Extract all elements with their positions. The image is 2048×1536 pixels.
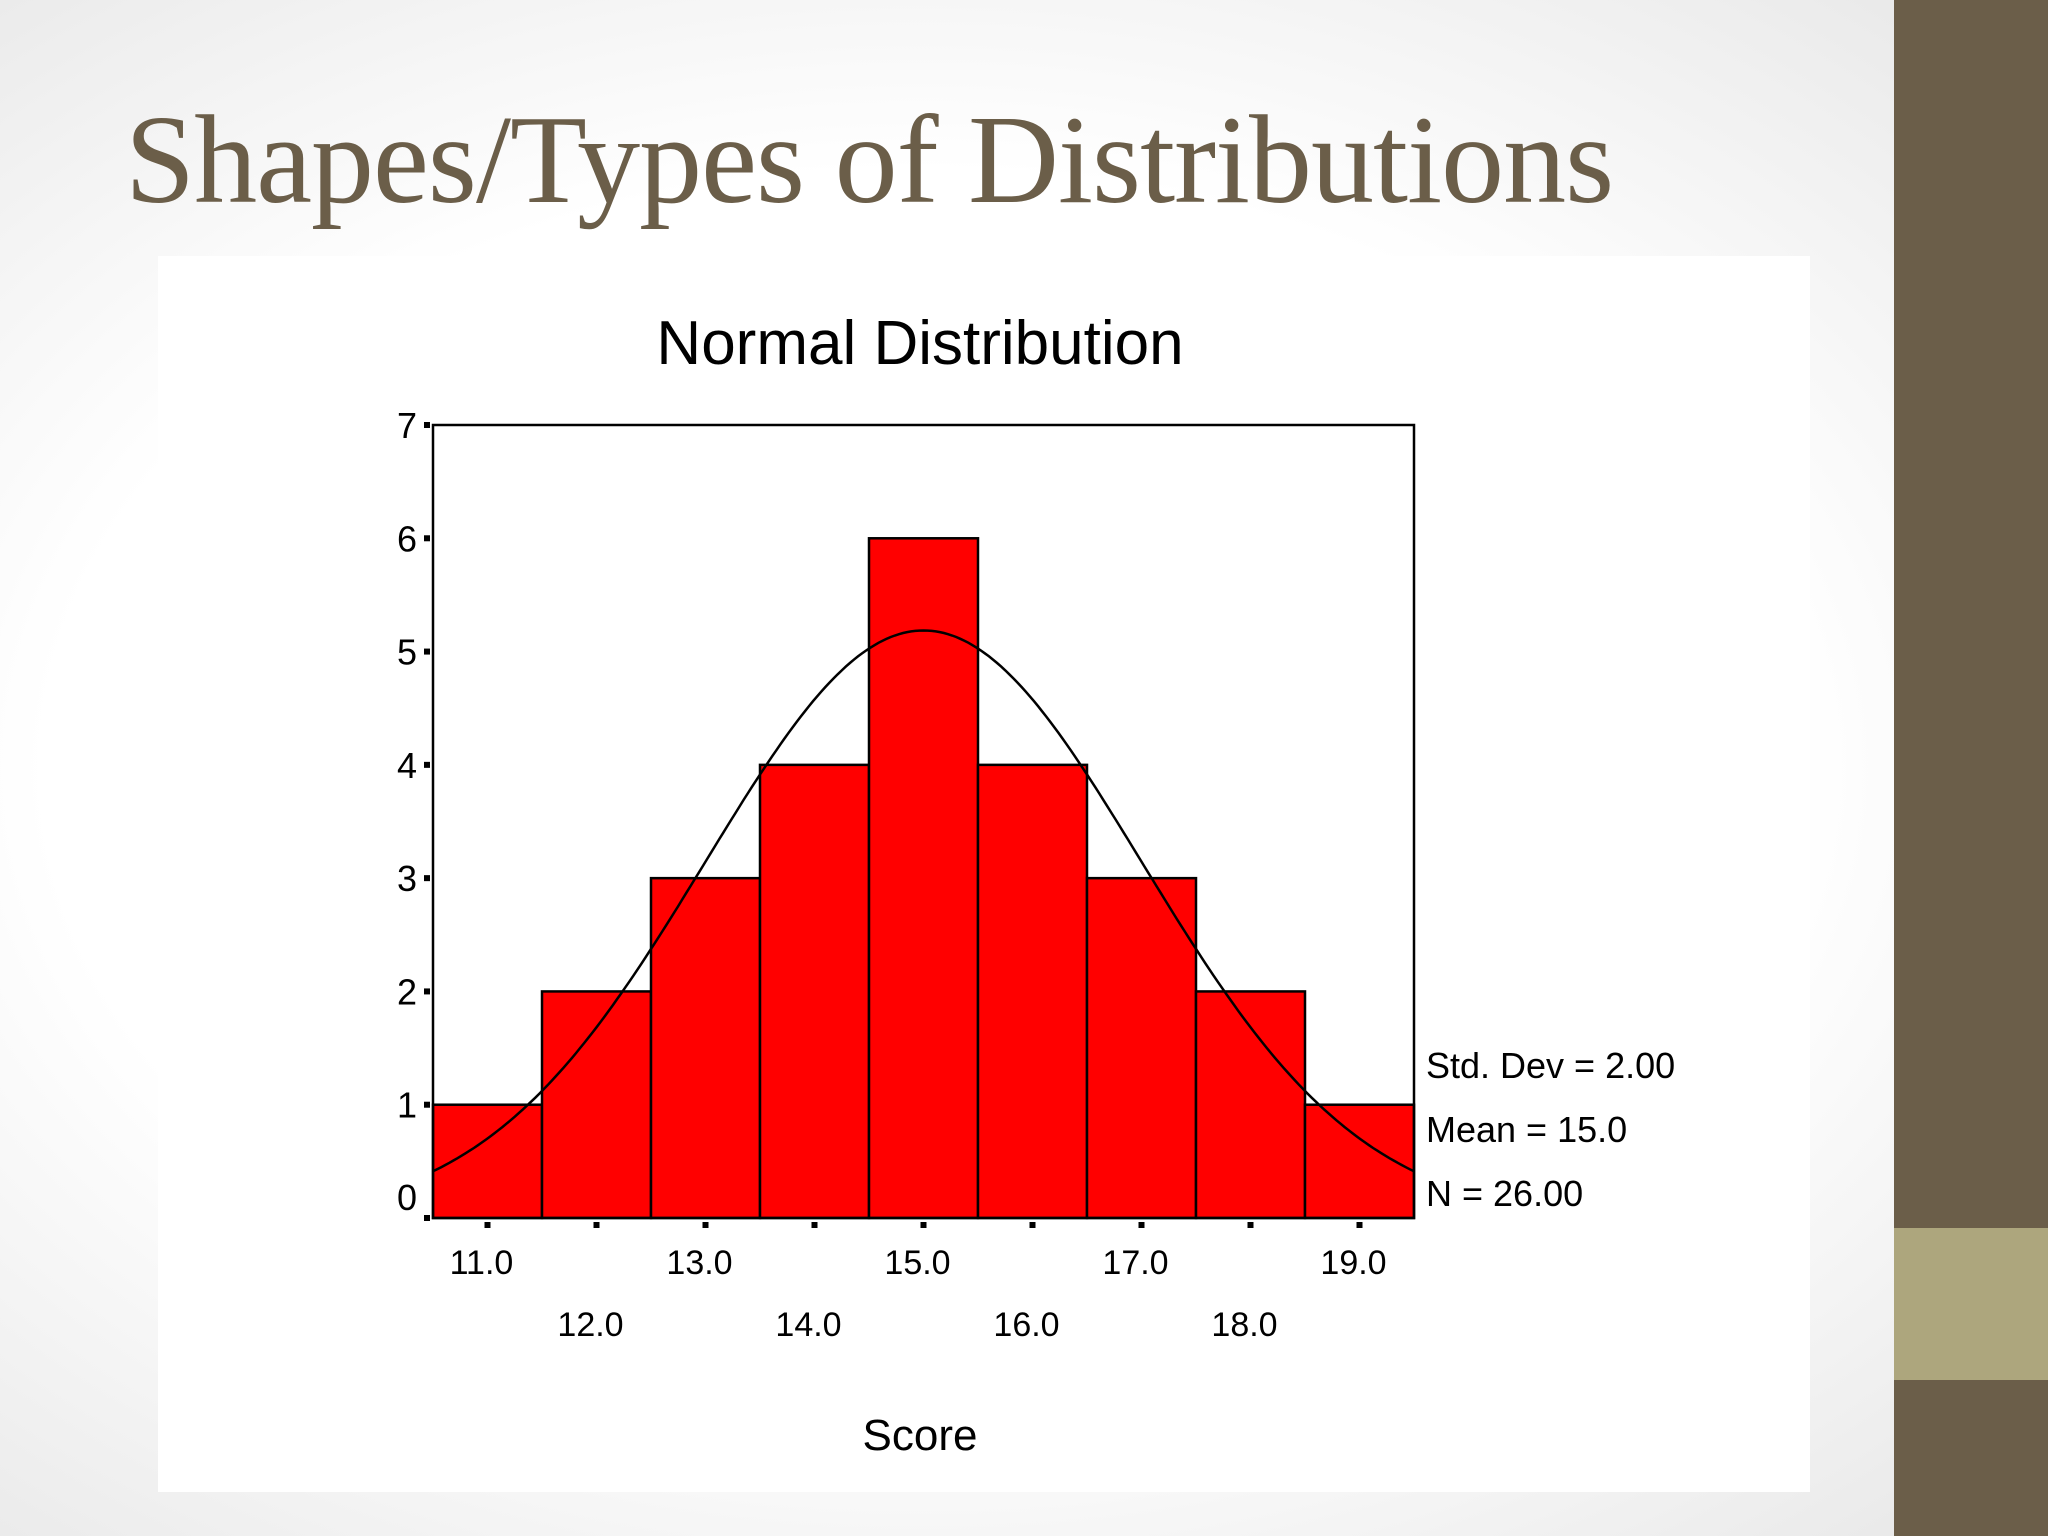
x-tick-mark-14.0	[811, 1222, 818, 1228]
y-tick-label-3: 3	[397, 858, 417, 899]
x-tick-label-17.0: 17.0	[1102, 1244, 1168, 1282]
x-tick-mark-17.0	[1138, 1222, 1145, 1228]
x-tick-mark-12.0	[593, 1222, 600, 1228]
y-tick-mark-1	[424, 1101, 430, 1108]
bar-11.0	[431, 1103, 544, 1220]
bar-17.0	[1085, 876, 1198, 1220]
y-tick-mark-2	[424, 988, 430, 995]
x-tick-label-16.0: 16.0	[993, 1306, 1059, 1344]
slide-title: Shapes/Types of Distributions	[125, 91, 1614, 230]
y-tick-mark-7	[424, 422, 430, 428]
x-tick-mark-16.0	[1029, 1222, 1036, 1228]
y-tick-label-7: 7	[397, 405, 417, 446]
x-tick-label-11.0: 11.0	[450, 1244, 514, 1282]
bars-group	[431, 537, 1416, 1220]
x-tick-label-15.0: 15.0	[884, 1244, 950, 1282]
slide-sidebar-accent	[1894, 1228, 2048, 1380]
bar-13.0	[649, 876, 762, 1220]
y-axis: 0 1 2 3 4 5 6 7	[397, 405, 430, 1221]
bar-16.0	[976, 763, 1089, 1220]
x-tick-label-18.0: 18.0	[1211, 1306, 1277, 1344]
y-tick-mark-5	[424, 648, 430, 655]
stat-n: N = 26.00	[1426, 1173, 1583, 1214]
normal-curve	[432, 629, 1415, 1173]
x-tick-mark-13.0	[702, 1222, 709, 1228]
y-tick-label-2: 2	[397, 971, 417, 1012]
y-tick-label-1: 1	[397, 1085, 417, 1126]
y-tick-label-5: 5	[397, 632, 417, 673]
y-tick-mark-6	[424, 535, 430, 542]
plot-frame	[431, 423, 1416, 1220]
y-tick-mark-0	[424, 1215, 430, 1221]
x-tick-mark-18.0	[1247, 1222, 1254, 1228]
y-tick-label-0: 0	[397, 1177, 417, 1218]
chart-title: Normal Distribution	[656, 309, 1183, 378]
x-tick-label-13.0: 13.0	[666, 1244, 732, 1282]
x-tick-mark-19.0	[1356, 1222, 1363, 1228]
y-tick-label-4: 4	[397, 745, 417, 786]
x-tick-label-14.0: 14.0	[775, 1306, 841, 1344]
x-axis: 11.0 12.0 13.0 14.0 15.0 16.0 17.0 18.0 19.0	[450, 1222, 1387, 1344]
x-axis-label: Score	[863, 1411, 978, 1460]
y-tick-label-6: 6	[397, 518, 417, 559]
stat-std-dev: Std. Dev = 2.00	[1426, 1045, 1675, 1086]
y-tick-mark-4	[424, 761, 430, 768]
bar-15.0	[867, 537, 980, 1220]
x-tick-label-19.0: 19.0	[1320, 1244, 1386, 1282]
x-tick-mark-11.0	[484, 1222, 491, 1228]
y-tick-mark-3	[424, 875, 430, 882]
stat-mean: Mean = 15.0	[1426, 1109, 1627, 1150]
x-tick-label-12.0: 12.0	[557, 1306, 623, 1344]
x-tick-mark-15.0	[920, 1222, 927, 1228]
bar-14.0	[758, 763, 871, 1220]
